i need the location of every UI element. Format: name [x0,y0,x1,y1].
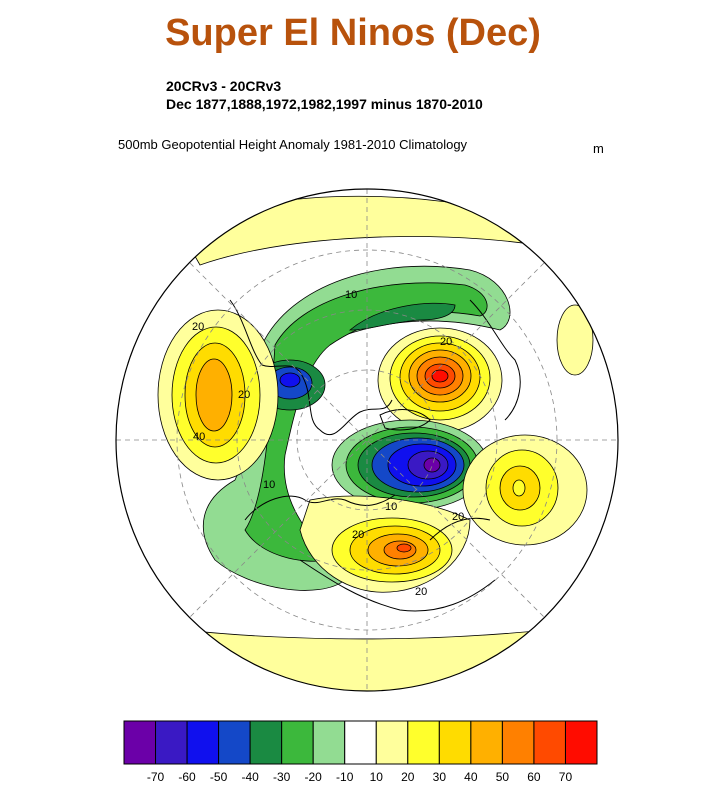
contour-label: 20 [452,511,464,523]
colorbar-swatch [123,720,157,765]
colorbar-swatch [249,720,283,765]
contour-labels: 20 40 20 10 20 20 10 20 10 20 [192,289,464,598]
contour-label: 10 [345,289,357,301]
contour-label: 10 [263,479,275,491]
colorbar-tick-label: 70 [558,770,573,784]
colorbar-swatch [281,720,314,765]
colorbar-swatch [501,720,535,765]
colorbar [123,720,598,765]
anomaly-field [116,189,618,691]
colorbar-tick-label: -30 [272,770,291,784]
colorbar-tick-label: -60 [178,770,196,784]
colorbar-swatch [438,720,472,765]
colorbar-swatch [407,720,440,765]
colorbar-tick-label: -50 [209,770,228,784]
contour-label: 20 [238,389,250,401]
colorbar-swatch [533,720,566,765]
variable-label: 500mb Geopotential Height Anomaly 1981-2… [118,137,468,152]
colorbar-tick-label: 40 [464,770,478,784]
colorbar-tick-label: -20 [304,770,322,784]
colorbar-swatch [375,720,409,765]
colorbar-swatch [312,720,346,765]
colorbar-swatch [564,720,598,765]
colorbar-swatch [344,720,377,765]
contour-label: 20 [352,529,364,541]
colorbar-tick-label: -40 [241,770,259,784]
graticule [116,189,618,691]
colorbar-swatch [470,720,503,765]
period-subtitle: Dec 1877,1888,1972,1982,1997 minus 1870-… [166,96,483,112]
units-label: m [593,141,604,156]
colorbar-tick-label: 20 [401,770,415,784]
contour-label: 10 [385,501,397,513]
colorbar-tick-label: 60 [527,770,541,784]
colorbar-tick-label: -70 [146,770,165,784]
contour-label: 40 [193,431,205,443]
colorbar-swatch [218,720,251,765]
colorbar-tick-label: -10 [336,770,354,784]
colorbar-swatch [155,720,188,765]
dataset-subtitle: 20CRv3 - 20CRv3 [166,78,282,94]
map-boundary [115,188,619,692]
contour-label: 20 [415,586,427,598]
coastlines [229,299,521,612]
contour-label: 20 [192,321,204,333]
colorbar-tick-label: 30 [432,770,447,784]
colorbar-tick-label: 50 [495,770,510,784]
colorbar-tick-label: 10 [369,770,383,784]
contour-label: 20 [440,336,452,348]
map-title: Super El Ninos (Dec) [165,12,541,54]
colorbar-swatch [186,720,220,765]
